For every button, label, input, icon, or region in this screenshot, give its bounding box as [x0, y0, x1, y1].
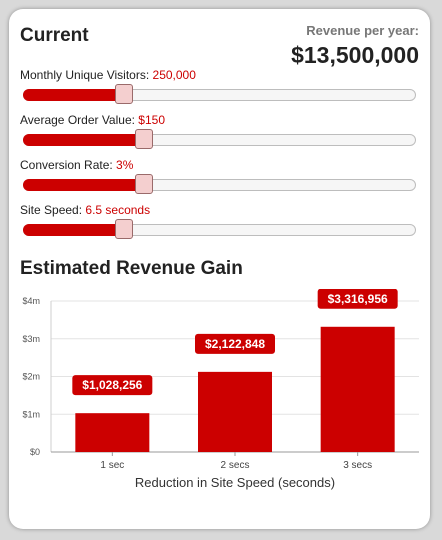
bar: [320, 326, 395, 452]
conversion-rate-label-text: Conversion Rate:: [20, 158, 117, 172]
visitors-slider[interactable]: [23, 84, 416, 104]
revenue-gain-title: Estimated Revenue Gain: [20, 258, 243, 279]
bar-value-label: $2,122,848: [205, 337, 265, 351]
site-speed-value: 6.5 seconds: [85, 203, 151, 217]
revenue-label: Revenue per year:: [306, 23, 419, 38]
conversion-rate-slider[interactable]: [23, 174, 416, 194]
order-value-value: $150: [138, 113, 165, 127]
conversion-rate-label: Conversion Rate: 3%: [20, 158, 133, 172]
order-value-label-text: Average Order Value:: [20, 113, 139, 127]
order-value-slider[interactable]: [23, 129, 416, 149]
conversion-rate-slider-fill: [23, 179, 143, 191]
visitors-slider-handle[interactable]: [115, 84, 133, 104]
y-tick-label: $3m: [22, 334, 40, 344]
calculator-card: Current Revenue per year: $13,500,000 Mo…: [9, 9, 430, 529]
bar: [198, 371, 272, 452]
visitors-label-text: Monthly Unique Visitors:: [20, 68, 153, 82]
site-speed-label-text: Site Speed:: [20, 203, 86, 217]
site-speed-label: Site Speed: 6.5 seconds: [20, 203, 150, 217]
conversion-rate-value: 3%: [116, 158, 134, 172]
x-tick-label: 3 secs: [343, 460, 372, 471]
y-tick-label: $4m: [22, 296, 40, 306]
revenue-value: $13,500,000: [291, 42, 419, 68]
x-tick-label: 2 secs: [221, 460, 250, 471]
bar-value-label-bg: [195, 333, 275, 354]
revenue-gain-chart: $0 $1m $2m $3m $4m $1,028,256 1 sec $2,122,848 2…: [22, 289, 419, 490]
conversion-rate-slider-handle[interactable]: [135, 174, 153, 194]
bar: [75, 413, 150, 452]
site-speed-slider-fill: [23, 224, 123, 236]
bar-value-label: $3,316,956: [328, 292, 388, 306]
bar-value-label-bg: [72, 375, 153, 396]
order-value-slider-fill: [23, 134, 143, 146]
order-value-slider-handle[interactable]: [135, 129, 153, 149]
bar-value-label: $1,028,256: [82, 378, 142, 392]
x-axis-title: Reduction in Site Speed (seconds): [135, 475, 335, 490]
site-speed-slider[interactable]: [23, 219, 416, 239]
current-title: Current: [20, 25, 89, 46]
y-tick-label: $2m: [22, 372, 40, 382]
y-tick-label: $0: [30, 447, 40, 457]
visitors-slider-fill: [23, 89, 123, 101]
y-tick-label: $1m: [22, 409, 40, 419]
site-speed-slider-handle[interactable]: [115, 219, 133, 239]
visitors-value: 250,000: [152, 68, 196, 82]
visitors-label: Monthly Unique Visitors: 250,000: [20, 68, 196, 82]
order-value-label: Average Order Value: $150: [20, 113, 165, 127]
x-tick-label: 1 sec: [100, 460, 124, 471]
bar-value-label-bg: [317, 289, 398, 309]
